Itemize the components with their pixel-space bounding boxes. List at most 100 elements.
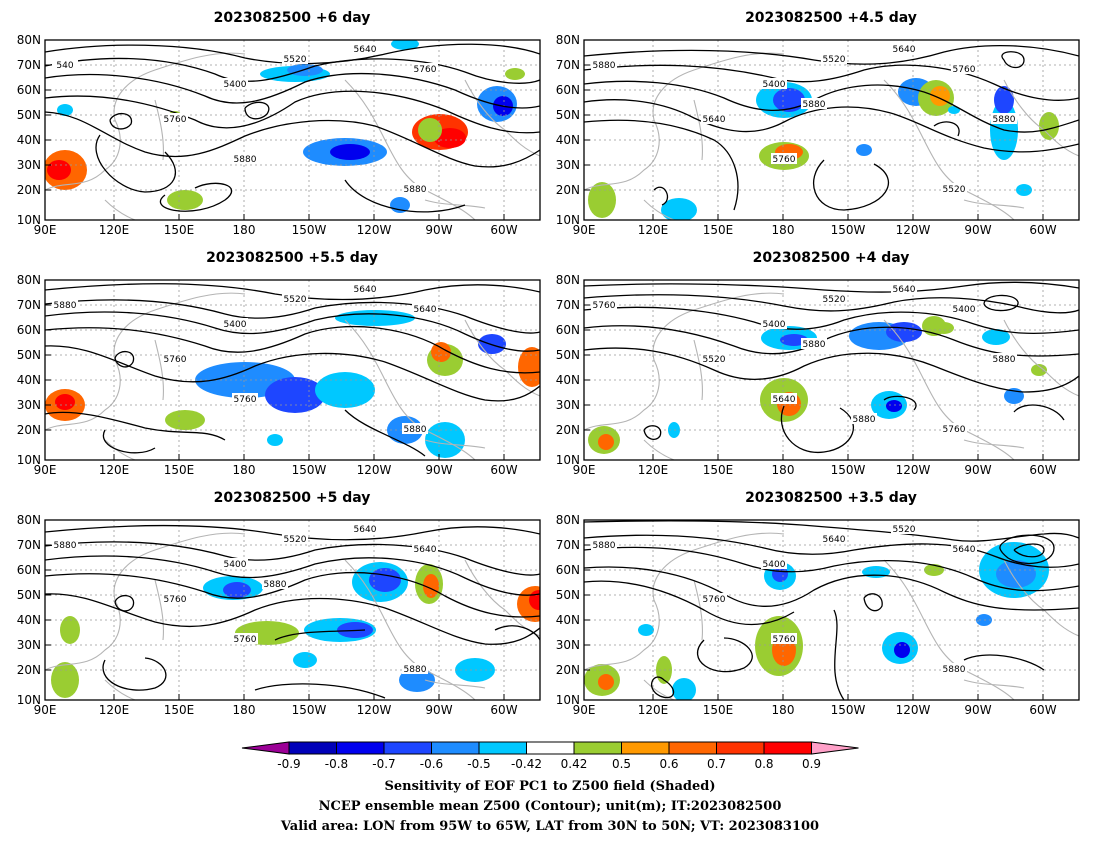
z500-contour [650,676,675,699]
contour-label: 5640 [414,545,437,555]
coastline [104,679,136,700]
contour-label: 5640 [414,305,437,315]
coastline [344,79,476,220]
lat-tick-label: 40N [17,133,41,147]
contour-label: 5760 [953,65,976,75]
z500-contour [653,186,669,206]
sensitivity-shading [267,434,283,446]
lat-tick-label: 10N [556,213,580,227]
lon-tick-label: 90W [425,223,452,237]
sensitivity-shading [982,329,1010,345]
contour-label-bg [262,578,288,589]
lat-tick-label: 40N [17,373,41,387]
lat-tick-label: 60N [17,83,41,97]
lon-tick-label: 90W [425,463,452,477]
sensitivity-shading [886,400,902,412]
contour-label: 5400 [763,80,786,90]
contour-label-bg [402,183,428,194]
lat-tick-label: 50N [17,348,41,362]
z500-contour [344,409,426,457]
contour-label: 5520 [703,355,726,365]
colorbar-box [573,741,622,755]
lon-tick-label: 150W [292,703,327,717]
z500-contour [584,347,1079,393]
lon-tick-label: 60W [490,463,517,477]
contour-label-bg [951,543,977,554]
colorbar-tick-label: -0.8 [325,757,348,771]
contour-label: 5640 [773,395,796,405]
sensitivity-shading [996,560,1036,588]
z500-contour [999,534,1055,565]
lon-tick-label: 60W [1029,223,1056,237]
colorbar-box [668,741,717,755]
z500-contour [584,64,1079,101]
contour-label-bg [951,63,977,74]
contour-label: 5400 [224,320,247,330]
z500-contour [102,429,156,454]
colorbar-box [288,741,337,755]
colorbar-tick-label: 0.42 [561,757,588,771]
z500-contour [863,593,883,612]
lon-tick-label: 120W [896,223,931,237]
panel-title: 2023082500 +3.5 day [745,490,917,506]
contour-label-bg [162,593,188,604]
coastline [424,199,486,209]
contour-label: 5400 [953,305,976,315]
contour-label-bg [761,78,787,89]
contour-label-bg [222,318,248,329]
sensitivity-shading [478,334,506,354]
coastline [883,79,1015,220]
sensitivity-shading [994,86,1014,114]
z500-contour [883,395,917,411]
contour-label-bg [891,283,917,294]
lat-tick-label: 70N [556,538,580,552]
lat-tick-label: 40N [556,613,580,627]
z500-contour [45,325,540,374]
z500-contour [344,179,466,213]
colorbar-box [716,741,765,755]
contour-label-bg [412,63,438,74]
z500-contour [45,111,540,168]
z500-contour [584,294,1079,314]
z500-contour [584,281,1079,293]
colorbar-box [478,741,527,755]
contour-label-bg [851,413,877,424]
contour-label: 5880 [404,425,427,435]
lat-tick-label: 20N [17,423,41,437]
lon-tick-label: 180 [772,223,795,237]
coastline [344,559,476,700]
panel-title: 2023082500 +5.5 day [206,250,378,266]
lat-tick-label: 50N [556,348,580,362]
lon-tick-label: 120W [896,703,931,717]
contour-label: 5760 [234,395,257,405]
contour-label: 5880 [593,61,616,71]
lat-tick-label: 70N [556,58,580,72]
lon-tick-label: 60W [1029,703,1056,717]
lon-tick-label: 150W [292,223,327,237]
coastline [963,679,1025,689]
z500-contour [584,80,1079,133]
coastline [104,439,136,460]
sensitivity-shading [773,88,805,112]
colorbar-box [336,741,385,755]
lat-tick-label: 20N [17,183,41,197]
contour-label: 5520 [823,295,846,305]
lat-tick-label: 60N [556,83,580,97]
lat-tick-label: 30N [17,638,41,652]
contour-label-bg [352,43,378,54]
contour-label-bg [891,43,917,54]
sensitivity-shading [948,106,960,114]
lon-tick-label: 180 [772,463,795,477]
lat-tick-label: 50N [17,108,41,122]
lat-tick-label: 10N [556,693,580,707]
contour-label: 5760 [164,595,187,605]
z500-contour [114,351,135,368]
lat-tick-label: 50N [556,108,580,122]
lon-tick-label: 180 [772,703,795,717]
colorbar-tick-label: -0.6 [420,757,443,771]
contour-label: 5640 [823,535,846,545]
coastline [963,199,1025,209]
coastline [643,439,675,460]
z500-contour [45,72,540,109]
sensitivity-shading [165,410,205,430]
